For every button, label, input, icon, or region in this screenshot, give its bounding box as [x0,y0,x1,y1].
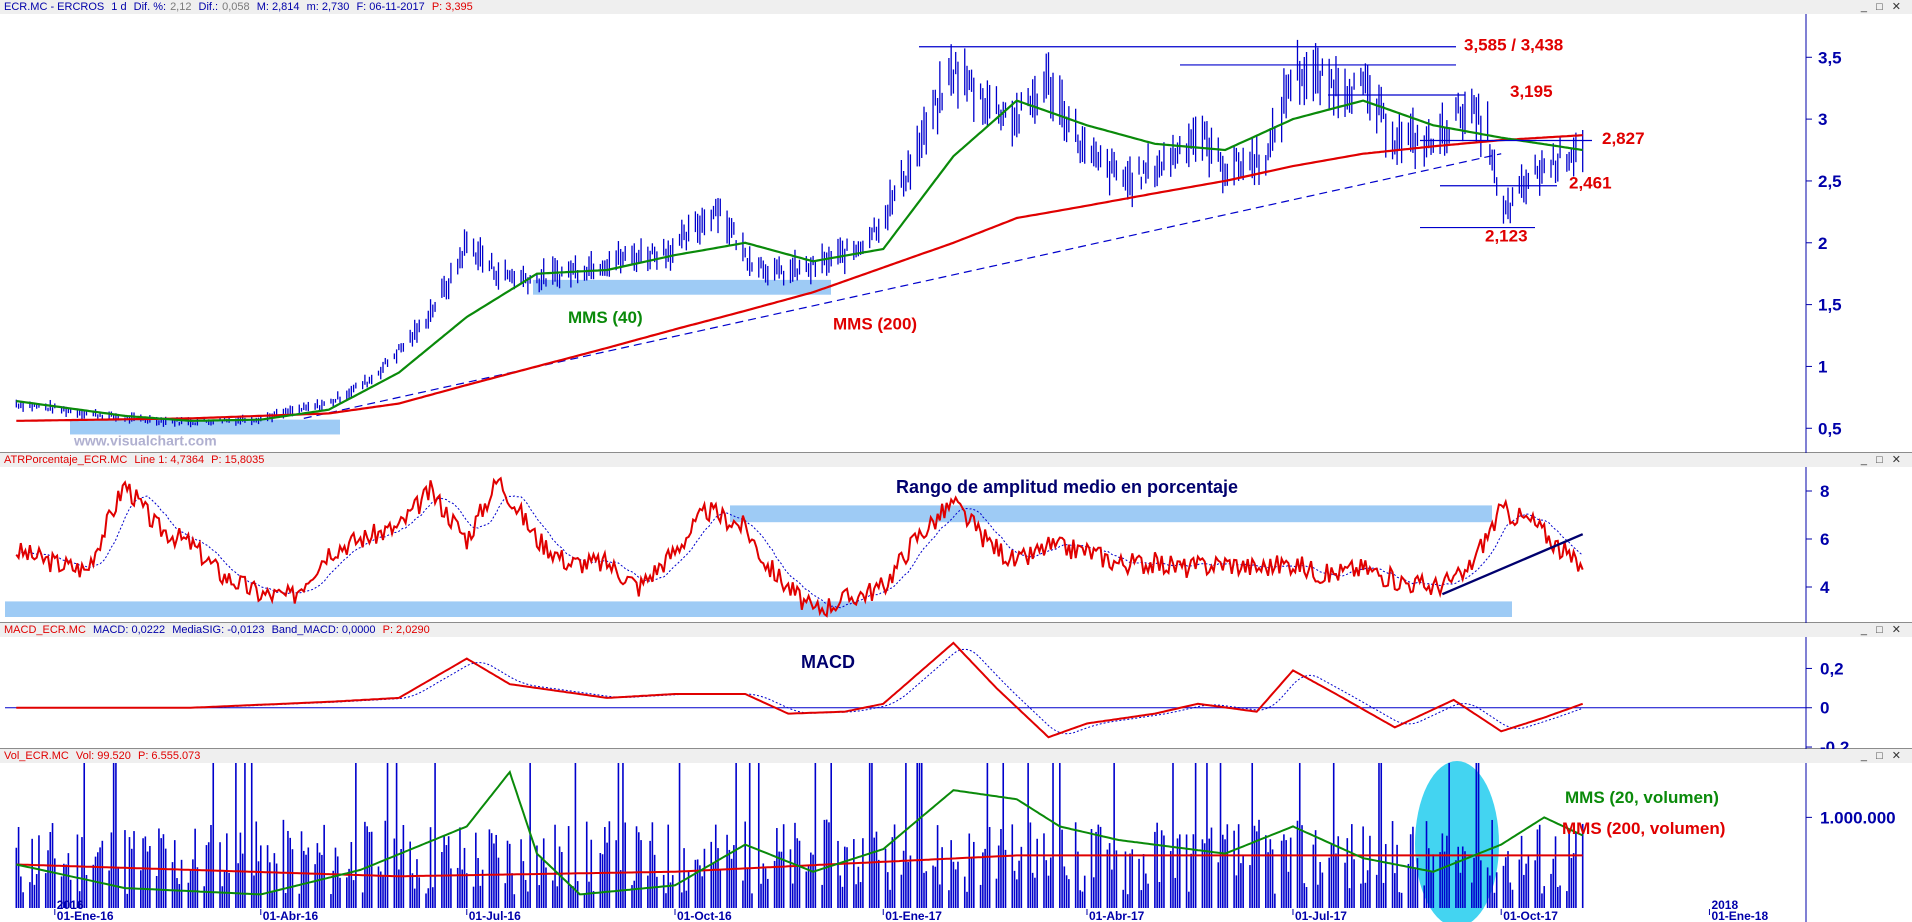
atr-chart-svg: 4 6 8 Rango de amplitud medio en porcentaje [5,467,1830,623]
x-tick-label: 01-Abr-16 [263,909,319,922]
year-2018-label: 2018 [1711,898,1738,912]
symbol-label: ECR.MC - ERCROS [4,1,105,13]
mms200-line [16,134,1583,422]
y-tick-label: 0 [1820,699,1829,718]
x-tick-label: 01-Ene-18 [1711,909,1768,922]
dashed-trendline [303,153,1502,419]
price-candles [15,39,1584,428]
vol-price-value: P: 6.555.073 [137,750,201,762]
window-buttons[interactable]: _ □ ✕ [1860,454,1904,466]
window-buttons[interactable]: _ □ ✕ [1860,1,1904,13]
window-buttons[interactable]: _ □ ✕ [1860,624,1904,636]
price-chart-svg: 0,5 1 1,5 2 2,5 3 3,5 3,585 / 3,438 3,195 2,827 2,… [15,14,1842,453]
y-tick-label: 3 [1818,110,1827,129]
period-label: 1 d [111,1,127,13]
x-tick-label: 01-Jul-17 [1295,909,1347,922]
y-tick-label: 2 [1818,234,1827,253]
y-tick-label: 8 [1820,482,1829,501]
mms40-line [16,99,1583,422]
level-3195-label: 3,195 [1510,82,1553,101]
y-tick-label: 4 [1820,578,1830,597]
min-value: m: 2,730 [306,1,350,13]
level-2123-label: 2,123 [1485,227,1528,246]
atr-header: ATRPorcentaje_ECR.MC Line 1: 4,7364 P: 1… [0,453,1912,467]
atr-trendline [1441,533,1584,596]
volume-chart-svg: 1.000.000 MMS (20, volumen) MMS (200, volu… [15,761,1896,922]
mms200-label: MMS (200) [833,314,917,333]
vol-value: Vol: 99.520 [75,750,131,762]
atr-price-value: P: 15,8035 [211,454,265,466]
macd-sig-value: MediaSIG: -0,0123 [172,624,265,636]
vol-mms20-label: MMS (20, volumen) [1565,788,1719,807]
y-tick-label: 0,2 [1820,659,1844,678]
level-3585-label: 3,585 / 3,438 [1464,35,1563,54]
atr-line [15,476,1584,618]
dif-value: 0,058 [222,1,250,13]
atr-title: Rango de amplitud medio en porcentaje [896,477,1238,497]
macd-signal-line [16,648,1583,735]
atr-low-band [5,601,1512,617]
max-value: M: 2,814 [256,1,300,13]
year-2016-label: 2016 [57,898,84,912]
macd-line [16,641,1584,739]
vol-mms200-label: MMS (200, volumen) [1562,819,1725,838]
macd-band-value: Band_MACD: 0,0000 [271,624,376,636]
window-buttons[interactable]: _ □ ✕ [1860,750,1904,762]
macd-title: MACD [801,652,855,672]
y-tick-label: 2,5 [1818,172,1842,191]
price-header: ECR.MC - ERCROS 1 d Dif. %: 2,12 Dif.: 0,0… [0,0,1912,14]
support-box-2016 [70,419,340,435]
mms40-label: MMS (40) [568,308,643,327]
watermark: www.visualchart.com [73,433,217,449]
atr-name: ATRPorcentaje_ECR.MC [4,454,128,466]
atr-high-band [730,505,1492,523]
volume-header: Vol_ECR.MC Vol: 99.520 P: 6.555.073 _ □ … [0,749,1912,763]
atr-signal-line [16,495,1583,609]
x-tick-label: 01-Abr-17 [1089,909,1145,922]
macd-value: MACD: 0,0222 [92,624,166,636]
vol-name: Vol_ECR.MC [4,750,69,762]
price-value: P: 3,395 [431,1,473,13]
macd-name: MACD_ECR.MC [4,624,86,636]
x-tick-label: 01-Oct-16 [677,909,732,922]
atr-panel[interactable]: ATRPorcentaje_ECR.MC Line 1: 4,7364 P: 1… [0,453,1912,623]
y-tick-label: 1,5 [1818,296,1842,315]
x-tick-label: 01-Jul-16 [469,909,521,922]
macd-price-value: P: 2,0290 [382,624,430,636]
volume-highlight-ellipse [1415,761,1499,922]
x-tick-label: 01-Oct-17 [1503,909,1558,922]
dif-pct-value: 2,12 [170,1,192,13]
y-tick-label: 1 [1818,357,1827,376]
dif-label: Dif.: [198,1,219,13]
y-tick-label: 3,5 [1818,48,1842,67]
atr-line-value: Line 1: 4,7364 [134,454,205,466]
x-tick-label: 01-Ene-16 [57,909,114,922]
level-2461-label: 2,461 [1569,173,1612,192]
macd-header: MACD_ECR.MC MACD: 0,0222 MediaSIG: -0,01… [0,623,1912,637]
vol-mms20-line [16,770,1584,896]
y-tick-label: 1.000.000 [1820,808,1896,827]
y-tick-label: 0,5 [1818,419,1842,438]
date-value: F: 06-11-2017 [356,1,425,13]
price-panel[interactable]: ECR.MC - ERCROS 1 d Dif. %: 2,12 Dif.: 0,0… [0,0,1912,453]
volume-bars [15,763,1584,908]
y-tick-label: 6 [1820,530,1829,549]
macd-panel[interactable]: MACD_ECR.MC MACD: 0,0222 MediaSIG: -0,01… [0,623,1912,757]
volume-panel[interactable]: Vol_ECR.MC Vol: 99.520 P: 6.555.073 _ □ … [0,749,1912,922]
support-box-2016-q3 [533,279,831,295]
dif-pct-label: Dif. %: [133,1,167,13]
level-2827-label: 2,827 [1602,129,1645,148]
x-tick-label: 01-Ene-17 [885,909,942,922]
